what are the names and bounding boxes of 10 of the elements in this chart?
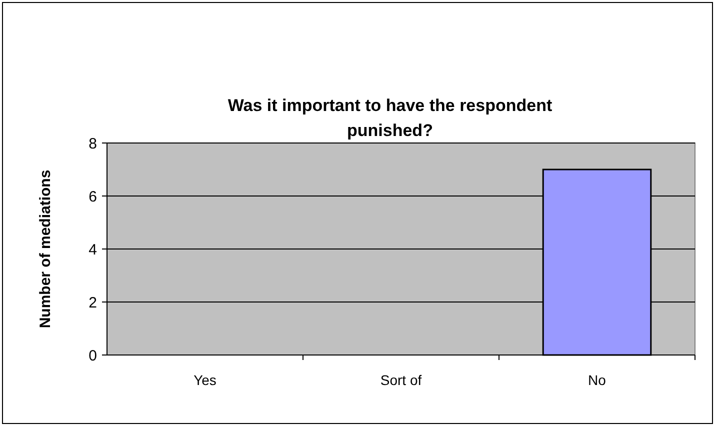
y-tick-label: 0	[88, 347, 97, 364]
y-axis-title: Number of mediations	[37, 170, 54, 328]
x-tick-label: Yes	[194, 372, 216, 388]
y-tick-label: 4	[88, 241, 97, 258]
y-tick-label: 2	[88, 294, 97, 312]
chart-title: Was it important to have the respondent punished?	[228, 96, 552, 140]
x-tick-label: No	[588, 372, 606, 388]
y-tick-label: 6	[88, 188, 97, 206]
y-tick-label: 8	[88, 135, 97, 152]
x-tick-label: Sort of	[380, 372, 422, 388]
